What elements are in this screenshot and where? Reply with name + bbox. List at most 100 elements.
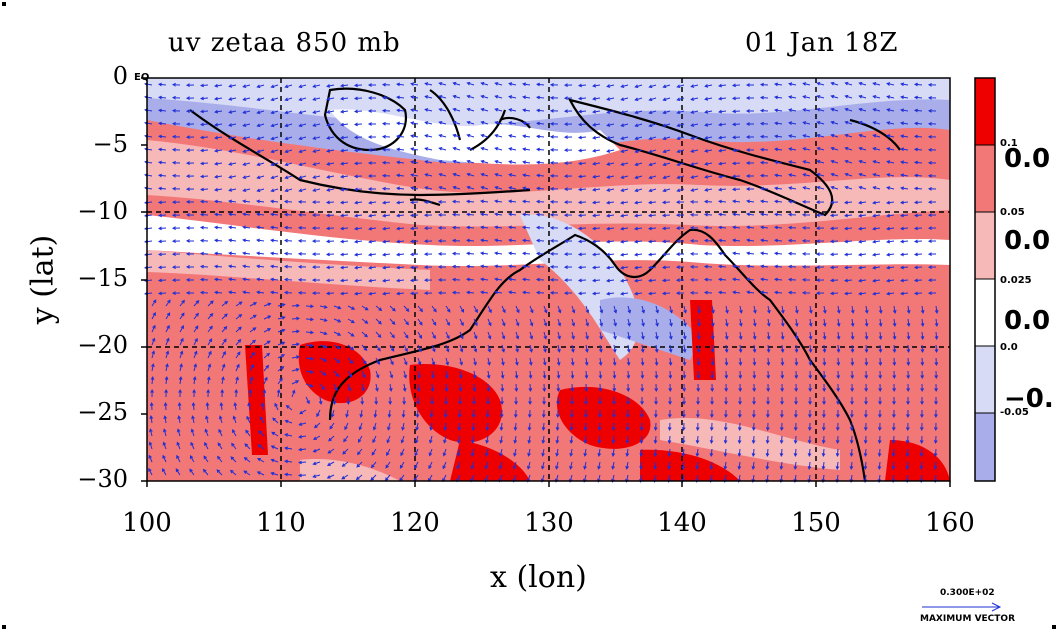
wind-vector <box>311 278 321 282</box>
wind-vector <box>283 212 293 217</box>
wind-vector <box>158 108 167 113</box>
wind-vector <box>284 175 293 180</box>
wind-vector <box>529 305 534 314</box>
wind-vector <box>892 409 896 419</box>
wind-vector <box>185 83 195 88</box>
wind-vector <box>542 396 546 406</box>
wind-vector <box>193 325 199 333</box>
wind-vector <box>228 212 237 217</box>
wind-vector <box>667 409 672 419</box>
wind-vector <box>737 448 742 457</box>
wind-vector <box>353 83 363 88</box>
wind-vector <box>343 435 349 443</box>
wind-vector <box>781 305 785 314</box>
wind-vector <box>821 422 826 432</box>
wind-vector <box>347 305 356 310</box>
wind-vector <box>878 357 883 367</box>
wind-vector <box>886 121 895 125</box>
wind-vector <box>207 350 212 359</box>
wind-vector <box>221 338 227 346</box>
wind-vector <box>662 97 671 102</box>
wind-vector <box>779 435 784 445</box>
wind-vector <box>844 185 853 190</box>
wind-vector <box>780 318 785 327</box>
wind-vector <box>228 264 237 269</box>
wind-vector <box>500 370 505 379</box>
wind-vector <box>549 95 559 100</box>
wind-vector <box>480 199 489 204</box>
wind-vector <box>626 357 631 366</box>
wind-vector <box>367 135 377 139</box>
wind-vector <box>583 435 588 444</box>
wind-vector <box>312 136 321 140</box>
wind-vector <box>927 147 937 152</box>
wind-vector <box>710 409 714 419</box>
wind-vector <box>277 377 283 385</box>
wind-vector <box>745 187 755 191</box>
wind-vector <box>242 225 251 230</box>
wind-vector <box>445 305 451 313</box>
wind-vector <box>485 422 490 431</box>
wind-vector <box>858 213 867 218</box>
wind-vector <box>284 110 293 115</box>
wind-vector <box>746 277 755 282</box>
wind-vector <box>470 448 475 457</box>
wind-vector <box>780 357 785 367</box>
wind-vector <box>900 95 909 100</box>
wind-vector <box>501 357 505 366</box>
wind-vector <box>913 213 923 218</box>
wind-vector <box>752 370 757 380</box>
wind-vector <box>599 331 603 340</box>
wind-vector <box>375 357 380 366</box>
wind-vector <box>696 409 700 419</box>
wind-vector <box>388 383 393 392</box>
wind-vector <box>886 108 895 112</box>
wind-vector <box>185 174 195 179</box>
wind-vector <box>654 357 659 366</box>
wind-vector <box>263 340 271 346</box>
wind-vector <box>179 363 183 372</box>
wind-vector <box>228 136 237 140</box>
wind-vector <box>704 188 713 192</box>
wind-vector <box>830 81 839 86</box>
wind-vector <box>724 396 728 406</box>
wind-vector <box>340 265 349 270</box>
wind-vector <box>185 291 195 295</box>
wind-vector <box>396 121 405 126</box>
wind-vector <box>934 409 938 419</box>
wind-vector <box>612 344 617 353</box>
wind-vector <box>927 252 937 256</box>
wind-vector <box>199 225 209 230</box>
wind-vector <box>423 200 433 205</box>
wind-vector <box>668 344 673 353</box>
wind-vector <box>682 396 686 406</box>
wind-vector <box>737 461 742 470</box>
wind-vector <box>836 318 841 327</box>
wind-vector <box>878 331 883 340</box>
wind-vector <box>164 388 168 398</box>
wind-vector <box>900 239 909 244</box>
wind-vector <box>822 331 827 340</box>
wind-vector <box>242 188 251 192</box>
wind-vector <box>381 108 391 113</box>
wind-vector <box>695 448 700 457</box>
wind-vector <box>913 121 923 126</box>
colorbar-swatch-2 <box>975 145 995 212</box>
wind-vector <box>473 357 477 366</box>
wind-vector <box>723 435 728 445</box>
wind-vector <box>549 290 559 295</box>
wind-vector <box>311 239 321 243</box>
wind-vector <box>513 409 518 419</box>
wind-vector <box>396 226 405 231</box>
y-tick-1: −5 <box>92 130 128 158</box>
wind-vector <box>340 187 349 192</box>
wind-vector <box>452 81 461 86</box>
wind-vector <box>648 200 657 205</box>
wind-vector <box>683 305 687 314</box>
wind-vector <box>171 252 181 257</box>
wind-vector <box>499 448 503 457</box>
wind-vector <box>445 344 450 353</box>
wind-vector <box>431 305 437 313</box>
wind-vector <box>829 226 839 231</box>
wind-vector <box>675 265 685 269</box>
